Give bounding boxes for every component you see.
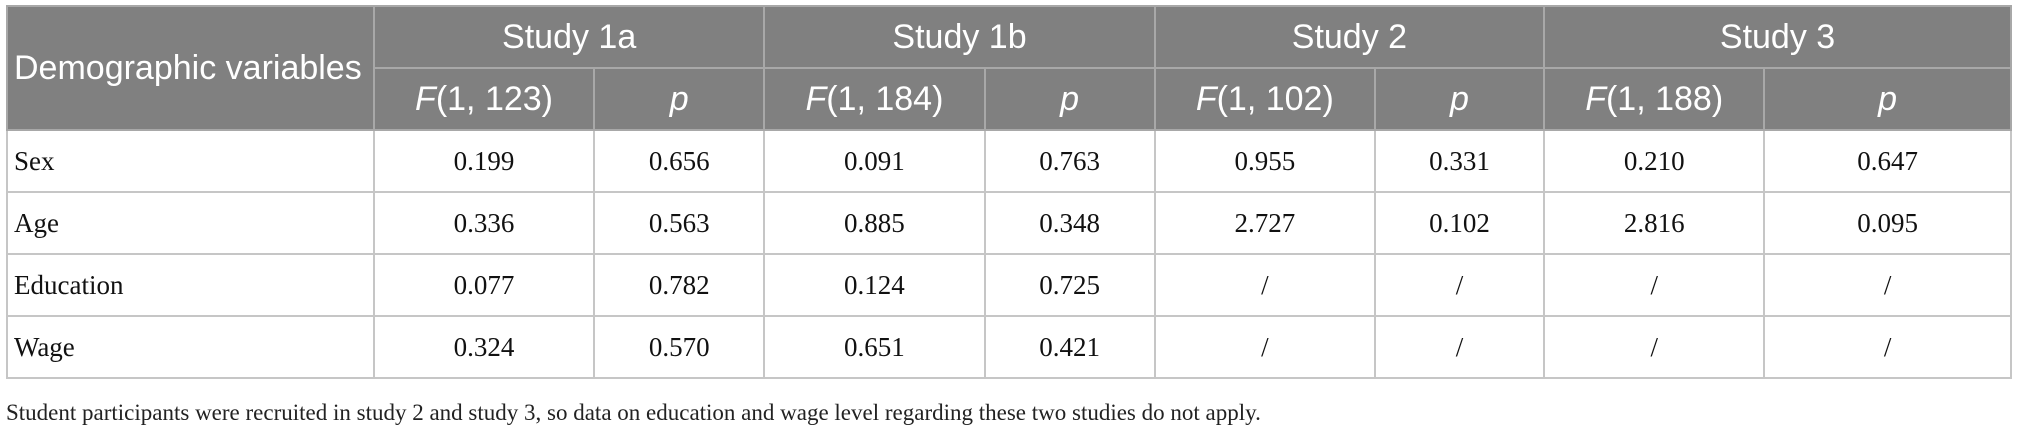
table-cell: 0.331 (1373, 129, 1546, 193)
f-symbol: F (1585, 79, 1606, 118)
table-row: Age 0.336 0.563 0.885 0.348 2.727 0.102 … (6, 191, 2012, 255)
table-cell: 0.199 (372, 129, 596, 193)
header-p-study-1a: p (593, 67, 766, 131)
header-p-study-3: p (1763, 67, 2012, 131)
table-cell: 0.763 (983, 129, 1156, 193)
table-cell: 0.210 (1543, 129, 1766, 193)
header-demographic-variables: Demographic variables (6, 5, 375, 131)
table-footnote: Student participants were recruited in s… (6, 400, 1261, 425)
table-cell: / (1543, 315, 1766, 379)
row-label-education: Education (6, 253, 375, 317)
f-symbol: F (805, 79, 827, 118)
row-label-wage: Wage (6, 315, 375, 379)
header-f-study-2: F(1, 102) (1153, 67, 1376, 131)
table-cell: 0.782 (593, 253, 766, 317)
header-study-2: Study 2 (1153, 5, 1546, 69)
demographics-table: Demographic variables Study 1a Study 1b … (6, 5, 2012, 379)
table-cell: 0.563 (593, 191, 766, 255)
table-cell: 2.816 (1543, 191, 1766, 255)
f-symbol: F (1195, 79, 1217, 118)
header-f-study-3: F(1, 188) (1543, 67, 1766, 131)
table-cell: / (1763, 315, 2012, 379)
table-cell: 0.955 (1153, 129, 1376, 193)
header-row-studies: Demographic variables Study 1a Study 1b … (6, 5, 2012, 131)
table-cell: 0.725 (983, 253, 1156, 317)
table-cell: 0.421 (983, 315, 1156, 379)
table-cell: / (1763, 253, 2012, 317)
header-p-study-1b: p (983, 67, 1156, 131)
table-cell: / (1153, 315, 1376, 379)
table-row: Education 0.077 0.782 0.124 0.725 / / / … (6, 253, 2012, 317)
table-row: Wage 0.324 0.570 0.651 0.421 / / / / (6, 315, 2012, 379)
table-cell: 0.885 (763, 191, 986, 255)
table-cell: / (1543, 253, 1766, 317)
header-study-3: Study 3 (1543, 5, 2012, 69)
f-df: (1, 102) (1216, 79, 1334, 118)
header-f-study-1a: F(1, 123) (372, 67, 596, 131)
table-cell: 0.124 (763, 253, 986, 317)
table-cell: 0.077 (372, 253, 596, 317)
header-study-1b: Study 1b (763, 5, 1156, 69)
f-symbol: F (415, 79, 436, 118)
f-df: (1, 184) (826, 79, 944, 118)
table-cell: / (1373, 253, 1546, 317)
header-row-stats: F(1, 123) p F(1, 184) p F(1, 102) p F(1,… (7, 67, 2012, 131)
row-label-age: Age (6, 191, 375, 255)
header-f-study-1b: F(1, 184) (763, 67, 986, 131)
table-cell: 0.348 (983, 191, 1156, 255)
table-cell: 0.647 (1763, 129, 2012, 193)
table-cell: 0.570 (593, 315, 766, 379)
table-cell: / (1153, 253, 1376, 317)
header-study-1a: Study 1a (372, 5, 766, 69)
table-cell: / (1373, 315, 1546, 379)
table-cell: 2.727 (1153, 191, 1376, 255)
table-cell: 0.336 (372, 191, 596, 255)
table-row: Sex 0.199 0.656 0.091 0.763 0.955 0.331 … (6, 129, 2012, 193)
f-df: (1, 188) (1605, 79, 1724, 118)
f-df: (1, 123) (435, 79, 554, 118)
table-cell: 0.091 (763, 129, 986, 193)
table-cell: 0.102 (1373, 191, 1546, 255)
table-cell: 0.324 (372, 315, 596, 379)
header-p-study-2: p (1373, 67, 1546, 131)
table-cell: 0.095 (1763, 191, 2012, 255)
row-label-sex: Sex (6, 129, 375, 193)
table-cell: 0.656 (593, 129, 766, 193)
table-cell: 0.651 (763, 315, 986, 379)
